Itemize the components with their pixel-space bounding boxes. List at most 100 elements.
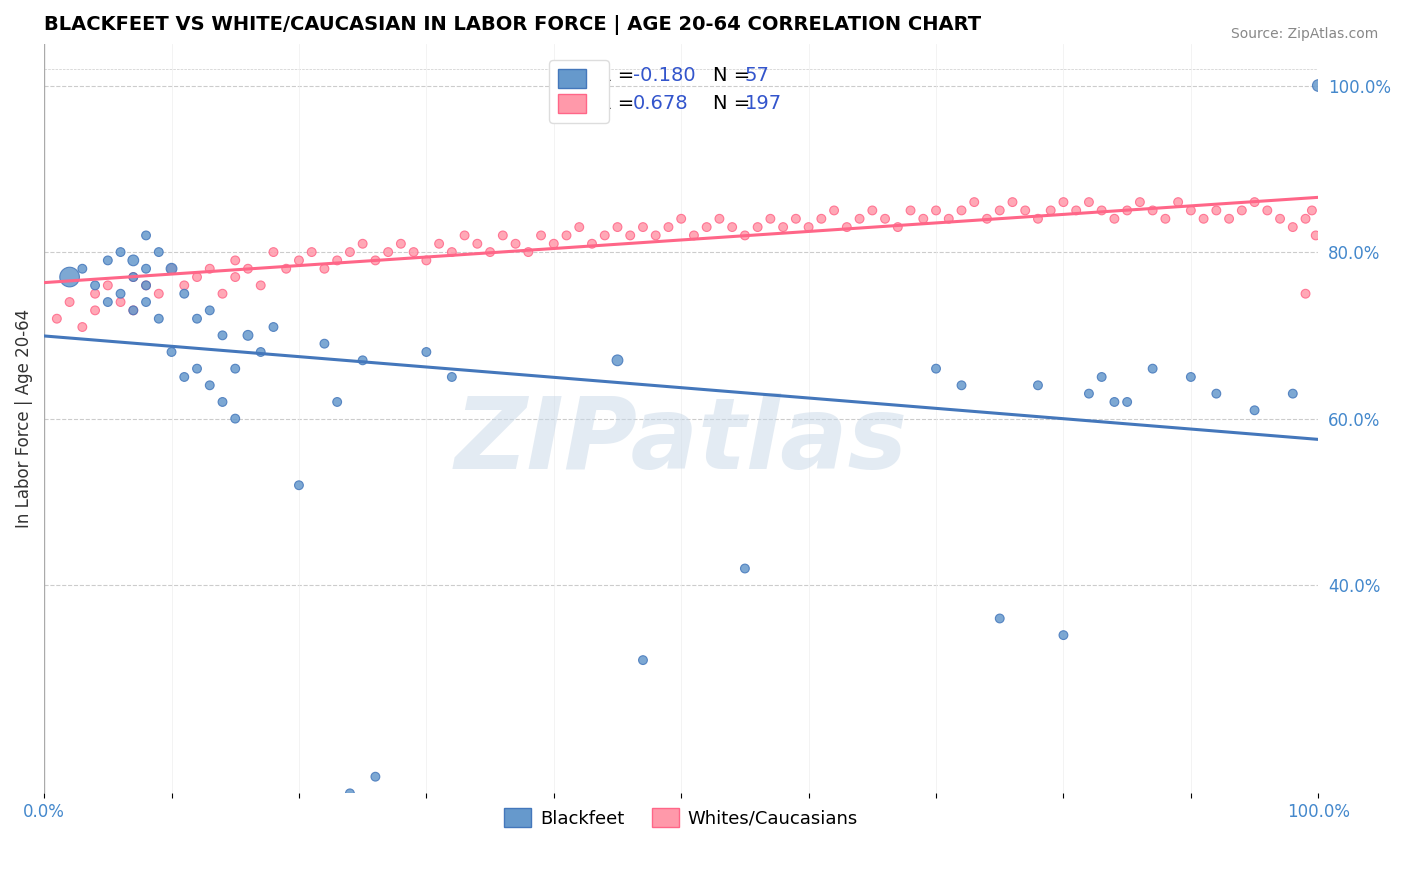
Point	[1268, 211, 1291, 226]
Point	[759, 211, 782, 226]
Point	[148, 286, 170, 301]
Point	[810, 211, 832, 226]
Point	[224, 253, 246, 268]
Point	[593, 228, 616, 243]
Point	[122, 303, 145, 318]
Point	[97, 295, 120, 310]
Point	[1064, 203, 1087, 218]
Point	[683, 228, 706, 243]
Point	[160, 261, 183, 276]
Point	[1091, 370, 1114, 384]
Text: N =: N =	[713, 94, 756, 112]
Point	[631, 220, 654, 235]
Point	[122, 303, 145, 318]
Text: 197: 197	[745, 94, 782, 112]
Point	[339, 245, 361, 260]
Point	[148, 245, 170, 260]
Point	[1295, 286, 1317, 301]
Point	[517, 245, 540, 260]
Point	[772, 220, 794, 235]
Point	[1104, 395, 1126, 409]
Point	[135, 278, 157, 293]
Point	[606, 220, 628, 235]
Point	[415, 345, 437, 359]
Point	[505, 236, 527, 251]
Point	[1256, 203, 1278, 218]
Point	[224, 270, 246, 285]
Point	[160, 261, 183, 276]
Point	[1205, 203, 1227, 218]
Text: 0.678: 0.678	[633, 94, 689, 112]
Point	[236, 261, 259, 276]
Point	[1281, 220, 1303, 235]
Point	[314, 261, 336, 276]
Point	[1243, 195, 1265, 210]
Point	[848, 211, 870, 226]
Point	[950, 378, 973, 392]
Point	[912, 211, 935, 226]
Point	[72, 320, 94, 334]
Point	[797, 220, 820, 235]
Point	[339, 786, 361, 800]
Point	[148, 311, 170, 326]
Point	[669, 211, 692, 226]
Point	[45, 311, 67, 326]
Point	[1243, 403, 1265, 417]
Point	[198, 378, 221, 392]
Point	[72, 261, 94, 276]
Point	[631, 653, 654, 667]
Point	[1295, 211, 1317, 226]
Point	[988, 611, 1011, 625]
Point	[135, 261, 157, 276]
Point	[135, 295, 157, 310]
Point	[1301, 203, 1323, 218]
Point	[364, 770, 387, 784]
Point	[530, 228, 553, 243]
Point	[314, 336, 336, 351]
Point	[262, 245, 284, 260]
Point	[236, 328, 259, 343]
Point	[84, 303, 107, 318]
Point	[186, 311, 208, 326]
Point	[352, 236, 374, 251]
Point	[1091, 203, 1114, 218]
Point	[925, 203, 948, 218]
Point	[364, 253, 387, 268]
Point	[1205, 386, 1227, 401]
Point	[1305, 228, 1327, 243]
Point	[110, 286, 132, 301]
Point	[1180, 370, 1202, 384]
Point	[747, 220, 769, 235]
Point	[211, 395, 233, 409]
Point	[543, 236, 565, 251]
Point	[58, 295, 80, 310]
Point	[440, 370, 463, 384]
Point	[619, 228, 641, 243]
Point	[352, 353, 374, 368]
Point	[709, 211, 731, 226]
Point	[186, 361, 208, 376]
Point	[173, 278, 195, 293]
Point	[288, 253, 311, 268]
Text: ZIPatlas: ZIPatlas	[454, 392, 908, 490]
Point	[721, 220, 744, 235]
Point	[835, 220, 858, 235]
Point	[110, 295, 132, 310]
Point	[97, 278, 120, 293]
Point	[427, 236, 450, 251]
Point	[479, 245, 502, 260]
Point	[377, 245, 399, 260]
Text: R =: R =	[599, 66, 641, 85]
Point	[402, 245, 425, 260]
Point	[963, 195, 986, 210]
Point	[135, 278, 157, 293]
Point	[186, 270, 208, 285]
Point	[988, 203, 1011, 218]
Point	[581, 236, 603, 251]
Point	[1116, 203, 1139, 218]
Point	[326, 395, 349, 409]
Text: -0.180: -0.180	[633, 66, 696, 85]
Point	[1052, 195, 1074, 210]
Point	[453, 228, 475, 243]
Point	[696, 220, 718, 235]
